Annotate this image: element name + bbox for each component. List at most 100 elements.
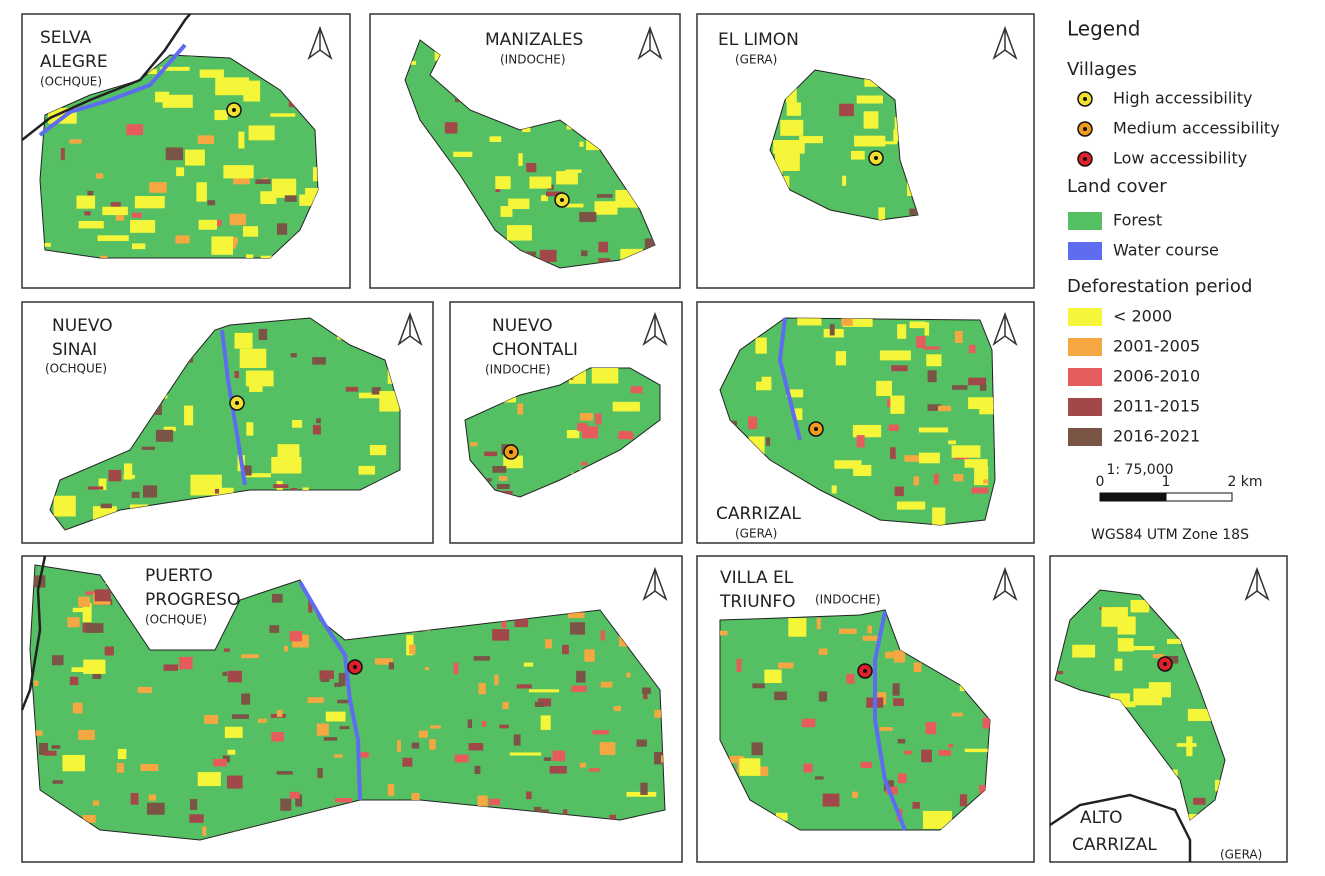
deforestation-patch: [92, 800, 100, 806]
deforestation-patch: [516, 684, 532, 689]
legend-heading: Land cover: [1067, 176, 1167, 197]
deforestation-patch: [867, 625, 872, 634]
panel-name: PUERTO: [145, 566, 213, 586]
deforestation-patch: [829, 324, 835, 336]
deforestation-patch: [202, 826, 207, 836]
deforestation-patch: [51, 745, 61, 749]
deforestation-patch: [1152, 654, 1165, 659]
deforestation-patch: [563, 809, 568, 818]
deforestation-patch: [146, 802, 165, 815]
deforestation-patch: [540, 715, 551, 730]
deforestation-patch: [785, 87, 797, 103]
village-dot: [353, 665, 357, 669]
legend-label: Medium accessibility: [1113, 119, 1280, 138]
deforestation-patch: [839, 628, 857, 634]
legend-swatch: [1068, 428, 1102, 446]
deforestation-patch: [69, 139, 82, 144]
deforestation-patch: [292, 420, 303, 428]
deforestation-patch: [968, 397, 995, 410]
deforestation-patch: [312, 424, 321, 435]
deforestation-patch: [270, 113, 296, 117]
deforestation-patch: [78, 220, 104, 229]
deforestation-patch: [30, 730, 43, 736]
scale-bar-white: [1165, 492, 1233, 502]
deforestation-patch: [528, 689, 560, 693]
deforestation-patch: [654, 709, 665, 718]
deforestation-patch: [938, 749, 952, 756]
panel-group: (GERA): [1220, 848, 1262, 862]
deforestation-patch: [739, 758, 761, 776]
deforestation-patch: [501, 620, 507, 628]
deforestation-patch: [175, 235, 190, 244]
legend-label: 2001-2005: [1113, 337, 1200, 356]
legend-label: Forest: [1113, 211, 1162, 230]
deforestation-patch: [925, 722, 937, 735]
deforestation-patch: [481, 720, 487, 727]
deforestation-patch: [245, 370, 274, 387]
deforestation-patches: [40, 55, 318, 258]
deforestation-patch: [110, 202, 121, 210]
deforestation-patch: [199, 69, 224, 78]
legend-label: < 2000: [1113, 307, 1172, 326]
deforestation-patch: [636, 739, 647, 747]
deforestation-patch: [1284, 602, 1311, 617]
deforestation-patch: [214, 488, 220, 494]
deforestation-patch: [123, 463, 133, 480]
deforestation-patch: [234, 332, 253, 349]
deforestation-patch: [786, 389, 804, 398]
deforestation-patch: [104, 646, 114, 656]
deforestation-patch: [131, 212, 142, 218]
deforestation-patch: [149, 182, 167, 193]
deforestation-patch: [786, 102, 802, 116]
deforestation-patch: [818, 691, 828, 702]
deforestation-patch: [229, 213, 246, 226]
legend-label: 2016-2021: [1113, 427, 1200, 446]
deforestation-patch: [51, 655, 64, 666]
deforestation-patch: [492, 629, 510, 641]
deforestation-patch: [579, 212, 597, 222]
deforestation-patch: [216, 219, 222, 227]
deforestation-patch: [108, 469, 122, 482]
deforestation-patch: [418, 730, 428, 738]
deforestation-patch: [163, 664, 179, 671]
deforestation-patch: [982, 717, 990, 729]
deforestation-patch: [860, 761, 873, 768]
deforestation-patch: [62, 754, 85, 772]
deforestation-patch: [345, 386, 359, 392]
deforestation-patch: [814, 776, 824, 780]
deforestation-patch: [100, 503, 112, 509]
deforestation-patch: [371, 387, 381, 395]
deforestation-patch: [567, 612, 585, 619]
legend-swatch: [1068, 338, 1102, 356]
legend-title: Legend: [1067, 17, 1140, 41]
deforestation-patch: [87, 486, 104, 490]
deforestation-patch: [87, 190, 94, 199]
panel-name: SELVA: [40, 28, 92, 48]
deforestation-patch: [780, 119, 804, 136]
deforestation-patch: [379, 390, 400, 412]
deforestation-patch: [894, 650, 906, 663]
water-course: [38, 43, 187, 137]
deforestation-patch: [758, 766, 769, 776]
panel-name: MANIZALES: [485, 30, 583, 50]
deforestation-patch: [755, 337, 767, 354]
deforestation-patch: [803, 763, 813, 773]
deforestation-patch: [468, 743, 484, 751]
deforestation-patch: [429, 739, 436, 750]
deforestation-patch: [909, 208, 918, 215]
deforestation-patch: [211, 236, 233, 255]
deforestation-patch: [600, 681, 613, 688]
north-arrow: [642, 566, 668, 602]
deforestation-patch: [954, 331, 963, 343]
deforestation-patch: [774, 691, 787, 701]
scale-ratio: 1: 75,000: [1106, 462, 1173, 478]
deforestation-patch: [927, 404, 942, 411]
deforestation-patch: [227, 749, 236, 755]
deforestation-patch: [1130, 599, 1150, 613]
deforestation-patch: [552, 750, 566, 762]
deforestation-patch: [185, 149, 205, 166]
panel-name: TRIUNFO: [719, 592, 796, 612]
deforestation-patch: [842, 318, 873, 327]
village-dot: [814, 427, 818, 431]
